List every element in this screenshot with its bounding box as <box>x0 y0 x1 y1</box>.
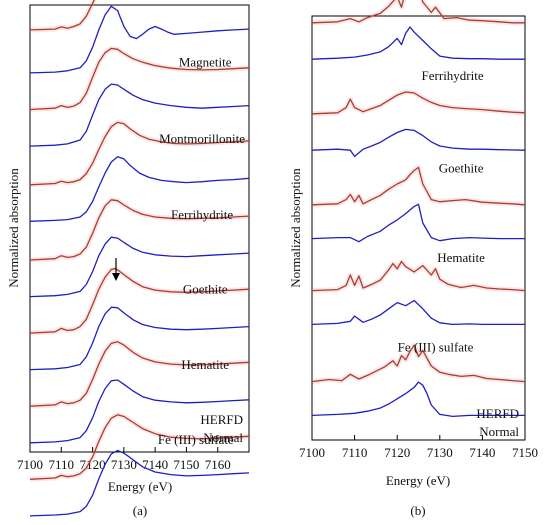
panel-b-ferrihydrite-normal-line <box>311 128 526 158</box>
panel-a-label-hematite: Hematite <box>181 357 229 372</box>
panel-b-x-tick-label: 7150 <box>512 445 538 460</box>
panel-b-label-hematite: Hematite <box>437 250 485 265</box>
panel-a-x-axis-title: Energy (eV) <box>108 479 172 494</box>
panel-a-x-tick-label: 7150 <box>173 457 199 472</box>
panel-a-goethite-normal-line <box>29 306 250 371</box>
panel-b-frame <box>311 15 526 441</box>
panel-a-goethite-herfd-line <box>29 267 250 334</box>
panel-a-label-goethite: Goethite <box>183 282 228 297</box>
panel-b-fe-iii-sulfate-normal-line <box>311 381 525 418</box>
panel-a-montmorillonite-normal-line <box>29 156 250 222</box>
panel-a-biotite-normal-line <box>29 5 250 74</box>
panel-a-biotite-herfd-line <box>29 0 96 31</box>
panel-a-hematite-herfd-line <box>29 341 250 407</box>
panel-b-legend-herfd: HERFD <box>476 406 519 421</box>
panel-b-hematite-normal-line <box>311 299 525 326</box>
panel-b-x-tick-label: 7130 <box>427 445 453 460</box>
panel-a-label-montmorillonite: Montmorillonite <box>159 131 245 146</box>
panel-a-x-tick-label: 7100 <box>17 457 43 472</box>
panel-a-legend-herfd: HERFD <box>200 412 243 427</box>
panel-a-fe-iii-sulfate-herfd-line <box>29 414 250 480</box>
panel-a-hematite-normal-line <box>29 379 250 444</box>
panel-b-montmorillonite-normal-line <box>311 26 525 60</box>
panel-b-fe-iii-sulfate-herfd-line <box>311 344 526 383</box>
panel-b-x-tick-label: 7100 <box>299 445 325 460</box>
panel-b-ferrihydrite-herfd-line <box>311 91 526 115</box>
panel-b-label-goethite: Goethite <box>439 161 484 176</box>
panel-b-legend-normal: Normal <box>479 424 519 439</box>
panel-b-y-axis-title: Normalized absorption <box>288 168 303 288</box>
panel-a-legend-normal: Normal <box>203 430 243 445</box>
panel-a-x-tick-label: 7110 <box>49 457 75 472</box>
panel-a-magnetite-normal-line <box>29 83 250 147</box>
panel-b-goethite-herfd-band <box>311 164 526 208</box>
panel-a-label-magnetite: Magnetite <box>179 55 232 70</box>
panel-b-x-ticks: 7100 7110 7120 7130 7140 7150 <box>299 435 538 460</box>
panel-b-label: (b) <box>410 503 425 518</box>
panel-a-y-axis-title: Normalized absorption <box>6 168 21 288</box>
panel-b-label-fe-iii-sulfate: Fe (III) sulfate <box>398 339 474 354</box>
panel-b-x-tick-label: 7110 <box>342 445 368 460</box>
panel-b-x-axis-title: Energy (eV) <box>386 473 450 488</box>
panel-b-sample-labels: BiotiteMagnetiteMontmorilloniteFerrihydr… <box>398 68 486 354</box>
panel-b-goethite-normal-line <box>311 203 525 243</box>
panel-a-fe-iii-sulfate-normal-line <box>29 449 250 517</box>
panel-a-x-tick-label: 7140 <box>142 457 168 472</box>
panel-a-x-tick-label: 7160 <box>205 457 231 472</box>
goethite-arrow <box>112 258 120 281</box>
panel-a-x-tick-label: 7130 <box>111 457 137 472</box>
panel-a-biotite-herfd-band <box>29 0 98 33</box>
panel-a-curves <box>29 0 250 517</box>
panel-a-ferrihydrite-herfd-line <box>29 199 250 261</box>
panel-a-montmorillonite-herfd-line <box>29 121 250 186</box>
panel-b-label-ferrihydrite: Ferrihydrite <box>422 68 484 83</box>
panel-b: 7100 7110 7120 7130 7140 7150 BiotiteMagnetit… <box>288 0 538 518</box>
panel-a-frame <box>29 4 250 453</box>
panel-a-sample-labels: BiotiteMagnetiteMontmorilloniteFerrihydr… <box>158 55 245 448</box>
panel-a-label: (a) <box>133 503 147 518</box>
panel-a-magnetite-herfd-line <box>29 47 250 111</box>
panel-b-montmorillonite-herfd-line <box>311 0 525 24</box>
panel-b-hematite-herfd-line <box>311 260 526 292</box>
panel-a-label-fe-iii-sulfate: Fe (III) sulfate <box>158 432 234 447</box>
panel-a-label-ferrihydrite: Ferrihydrite <box>171 207 233 222</box>
panel-b-x-tick-label: 7120 <box>384 445 410 460</box>
panel-a-hematite-herfd-band <box>29 339 250 409</box>
panel-b-goethite-herfd-line <box>311 166 526 206</box>
panel-b-curves <box>311 0 526 418</box>
panel-a-ferrihydrite-normal-line <box>29 236 250 298</box>
panel-b-x-tick-label: 7140 <box>469 445 495 460</box>
panel-a-x-ticks: 7100 7110 7120 7130 7140 7150 7160 <box>17 447 231 472</box>
panel-b-montmorillonite-herfd-band <box>311 0 525 26</box>
